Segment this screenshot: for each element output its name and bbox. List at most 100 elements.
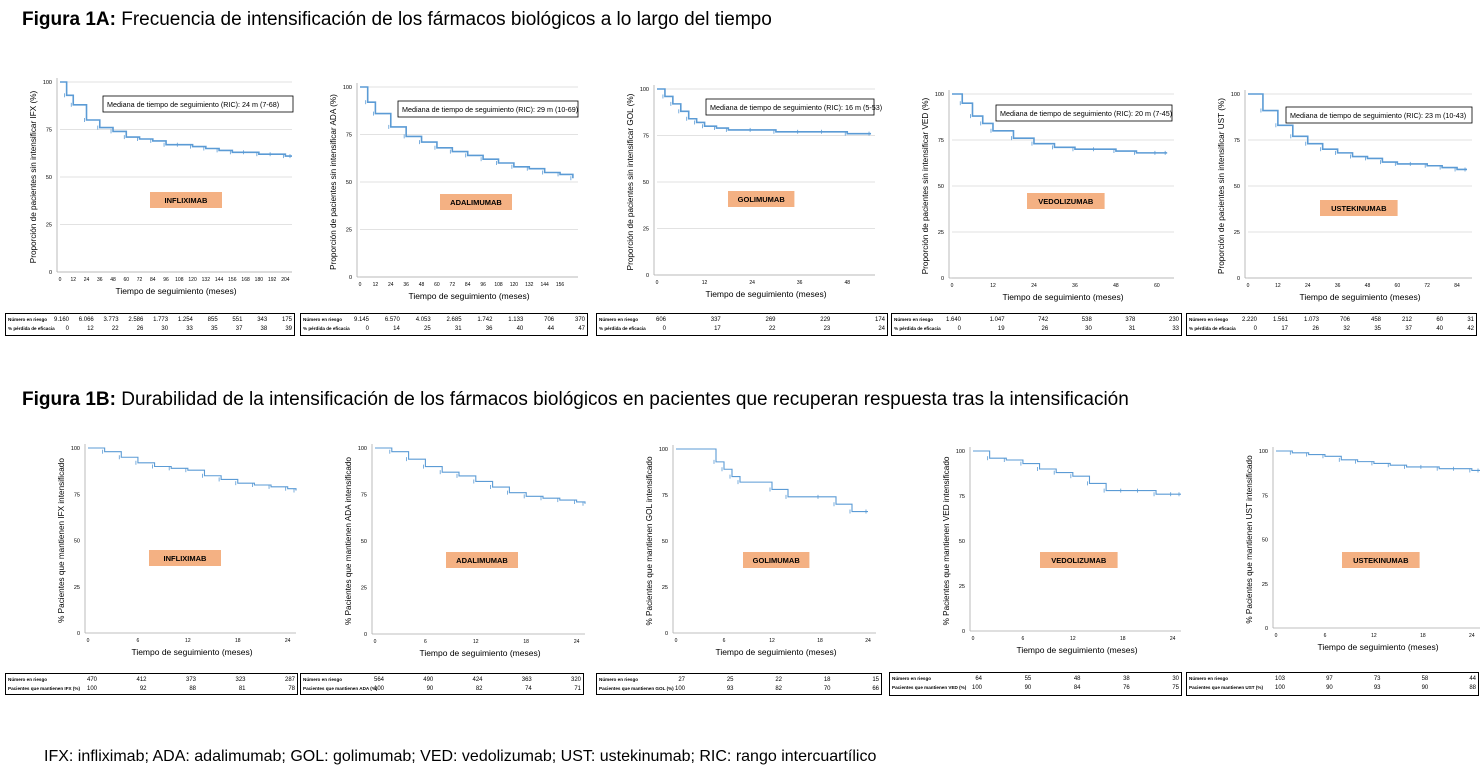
- x-tick-label: 6: [424, 639, 427, 645]
- figure-1a-label: Figura 1A:: [22, 9, 116, 30]
- y-tick-label: 50: [959, 539, 965, 545]
- median-followup-text: Mediana de tiempo de seguimiento (RIC): …: [107, 100, 279, 109]
- risk-row-number: Número en riesgo 564 490 424 363 320: [303, 676, 581, 684]
- drug-label-box: [1040, 552, 1118, 568]
- x-tick-label: 24: [749, 280, 755, 286]
- y-tick-label: 100: [935, 92, 944, 98]
- y-tick-label: 25: [1234, 230, 1240, 236]
- risk-cell: 706: [1339, 317, 1350, 323]
- x-tick-label: 12: [769, 638, 775, 644]
- x-tick-label: 84: [465, 282, 471, 288]
- risk-cell: 35: [210, 326, 218, 332]
- drug-label: INFLIXIMAB: [165, 196, 208, 205]
- x-tick-label: 36: [1072, 283, 1078, 289]
- y-tick-label: 75: [959, 494, 965, 500]
- risk-cell: 564: [373, 677, 384, 683]
- y-tick-label: 100: [659, 447, 668, 453]
- risk-cell: 31: [1128, 326, 1136, 332]
- risk-table: Número en riesgo 2.220 1.561 1.073 706 458 212…: [1186, 313, 1477, 336]
- risk-cell: 424: [472, 677, 483, 683]
- risk-cell: 269: [765, 317, 776, 323]
- risk-cell: 64: [975, 676, 982, 682]
- km-chart-vedolizumab-1a: 0 25 50 75 100 0 12 24 36 48 60 Tiempo de seguimien…: [921, 90, 1174, 302]
- risk-cell: 0: [1253, 326, 1257, 332]
- risk-cell: 363: [521, 677, 532, 683]
- y-tick-label: 100: [640, 87, 649, 93]
- x-tick-label: 132: [202, 277, 211, 283]
- y-tick-label: 0: [962, 629, 965, 635]
- median-followup-box: [397, 100, 579, 118]
- y-tick-label: 100: [343, 85, 352, 91]
- risk-row-label: Número en riesgo: [8, 317, 48, 322]
- risk-row-label: Pacientes que mantienen GOL (%): [599, 686, 674, 691]
- x-tick-label: 48: [419, 282, 425, 288]
- x-tick-label: 24: [1305, 283, 1311, 289]
- figure-1b-label: Figura 1B:: [22, 389, 116, 410]
- risk-cell: 320: [570, 677, 581, 683]
- y-tick-label: 25: [1262, 582, 1268, 588]
- x-tick-label: 24: [574, 639, 580, 645]
- risk-cell: 1.073: [1303, 317, 1319, 323]
- y-axis-label: % Pacientes que mantienen ADA intensific…: [344, 457, 353, 625]
- risk-table: Número en riesgo 564 490 424 363 320 Pacientes…: [300, 673, 584, 695]
- risk-cell: 212: [1401, 317, 1412, 323]
- y-tick-label: 0: [349, 275, 352, 281]
- drug-label-box: [149, 550, 221, 566]
- x-tick-label: 144: [540, 282, 549, 288]
- survival-curve: [360, 86, 574, 179]
- x-axis-label: Tiempo de seguimiento (meses): [115, 286, 236, 296]
- risk-cell: 37: [235, 326, 243, 332]
- risk-cell: 23: [823, 326, 831, 332]
- y-tick-label: 0: [1265, 626, 1268, 632]
- y-tick-label: 25: [643, 227, 649, 233]
- chart-panel: 0 25 50 75 100 0 6 12 18 24 Tiempo de seguimiento …: [335, 436, 595, 670]
- risk-cell: 66: [872, 686, 879, 692]
- drug-label-box: [446, 552, 518, 568]
- risk-cell: 30: [1085, 326, 1092, 332]
- y-tick-label: 50: [361, 539, 367, 545]
- risk-cell: 33: [1172, 326, 1179, 332]
- risk-cell: 470: [86, 677, 97, 683]
- drug-label: INFLIXIMAB: [164, 554, 207, 563]
- risk-cell: 78: [288, 686, 295, 692]
- x-tick-label: 36: [403, 282, 409, 288]
- risk-cell: 74: [525, 686, 532, 692]
- x-tick-label: 24: [285, 638, 291, 644]
- chart-panel: 0 25 50 75 100 0 6 12 18 24 Tiempo de seguimiento …: [636, 437, 886, 669]
- drug-label: ADALIMUMAB: [450, 198, 502, 207]
- x-tick-label: 0: [59, 277, 62, 283]
- risk-cell: 88: [1469, 685, 1476, 691]
- x-tick-label: 24: [388, 282, 394, 288]
- risk-cell: 26: [1041, 326, 1049, 332]
- risk-cell: 30: [1172, 676, 1179, 682]
- chart-panel: 0 25 50 75 100 0 12 24 36 48 60 72 84 Tiempo de segui…: [1208, 82, 1482, 314]
- x-tick-label: 156: [556, 282, 565, 288]
- risk-row-percent: % pérdida de eficacia 0 17 26 32 35 37 40 42: [1189, 325, 1474, 333]
- x-tick-label: 18: [817, 638, 823, 644]
- km-chart-ustekinumab-1a: 0 25 50 75 100 0 12 24 36 48 60 72 84 Tiempo de segui…: [1217, 90, 1473, 302]
- risk-cell: 44: [1469, 676, 1476, 682]
- risk-cell: 2.685: [446, 317, 462, 323]
- risk-cell: 1.133: [508, 317, 524, 323]
- risk-row-label: Pacientes que mantienen IFX (%): [8, 686, 80, 691]
- risk-cell: 22: [111, 326, 119, 332]
- y-tick-label: 75: [74, 492, 80, 498]
- risk-cell: 26: [1312, 326, 1319, 332]
- risk-cell: 42: [1467, 326, 1474, 332]
- y-tick-label: 75: [938, 138, 944, 144]
- risk-row-percent: Pacientes que mantienen ADA (%) 100 90 82 74…: [303, 685, 581, 693]
- x-tick-label: 12: [473, 639, 479, 645]
- survival-curve: [60, 81, 292, 157]
- y-tick-label: 0: [941, 276, 944, 282]
- x-axis-label: Tiempo de seguimiento (meses): [419, 648, 540, 658]
- risk-cell: 84: [1073, 685, 1081, 691]
- x-tick-label: 6: [137, 638, 140, 644]
- risk-cell: 0: [662, 326, 666, 332]
- risk-cell: 1.561: [1272, 317, 1288, 323]
- risk-cell: 230: [1168, 317, 1179, 323]
- risk-cell: 370: [574, 317, 585, 323]
- risk-cell: 70: [823, 686, 831, 692]
- km-chart-ustekinumab-1b: 0 25 50 75 100 0 6 12 18 24 Tiempo de seguimiento …: [1245, 447, 1480, 652]
- y-tick-label: 75: [361, 493, 367, 499]
- x-tick-label: 0: [951, 283, 954, 289]
